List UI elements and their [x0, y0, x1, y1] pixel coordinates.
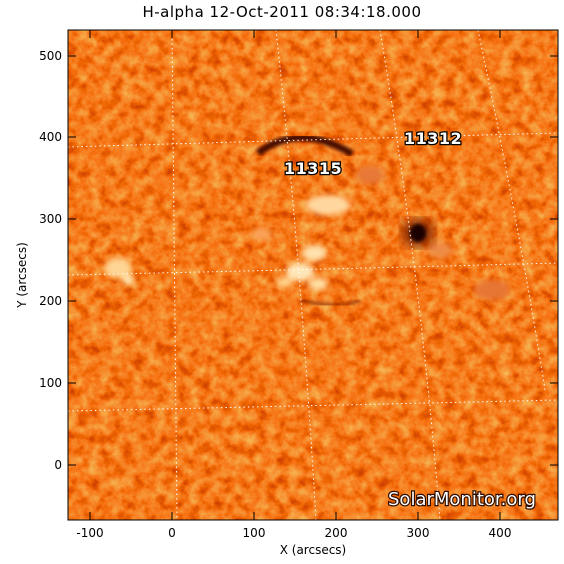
region-label-11315: 11315 [284, 159, 342, 178]
region-label-11312: 11312 [404, 129, 462, 148]
y-tick-label: 200 [39, 294, 62, 308]
y-tick-label: 0 [54, 458, 62, 472]
solar-disk-image: 11315 11312 SolarMonitor.org [68, 30, 558, 520]
plot-frame [67, 29, 559, 521]
x-tick-label: 400 [489, 526, 512, 540]
y-axis-label: Y (arcsecs) [15, 242, 29, 309]
x-tick-label: 200 [325, 526, 348, 540]
y-tick-label: 500 [39, 49, 62, 63]
x-tick-label: 0 [168, 526, 176, 540]
y-tick-label: 100 [39, 376, 62, 390]
axis-tick-marks [68, 30, 558, 520]
solarmonitor-watermark: SolarMonitor.org [388, 489, 536, 510]
x-tick-label: -100 [76, 526, 103, 540]
y-tick-label: 300 [39, 212, 62, 226]
heliographic-grid [68, 30, 558, 520]
x-tick-label: 100 [243, 526, 266, 540]
dark-features [255, 134, 434, 307]
x-tick-label: 300 [407, 526, 430, 540]
plage-regions [105, 166, 510, 300]
x-axis-label: X (arcsecs) [280, 543, 347, 557]
image-title: H-alpha 12-Oct-2011 08:34:18.000 [142, 3, 422, 21]
y-tick-label: 400 [39, 130, 62, 144]
